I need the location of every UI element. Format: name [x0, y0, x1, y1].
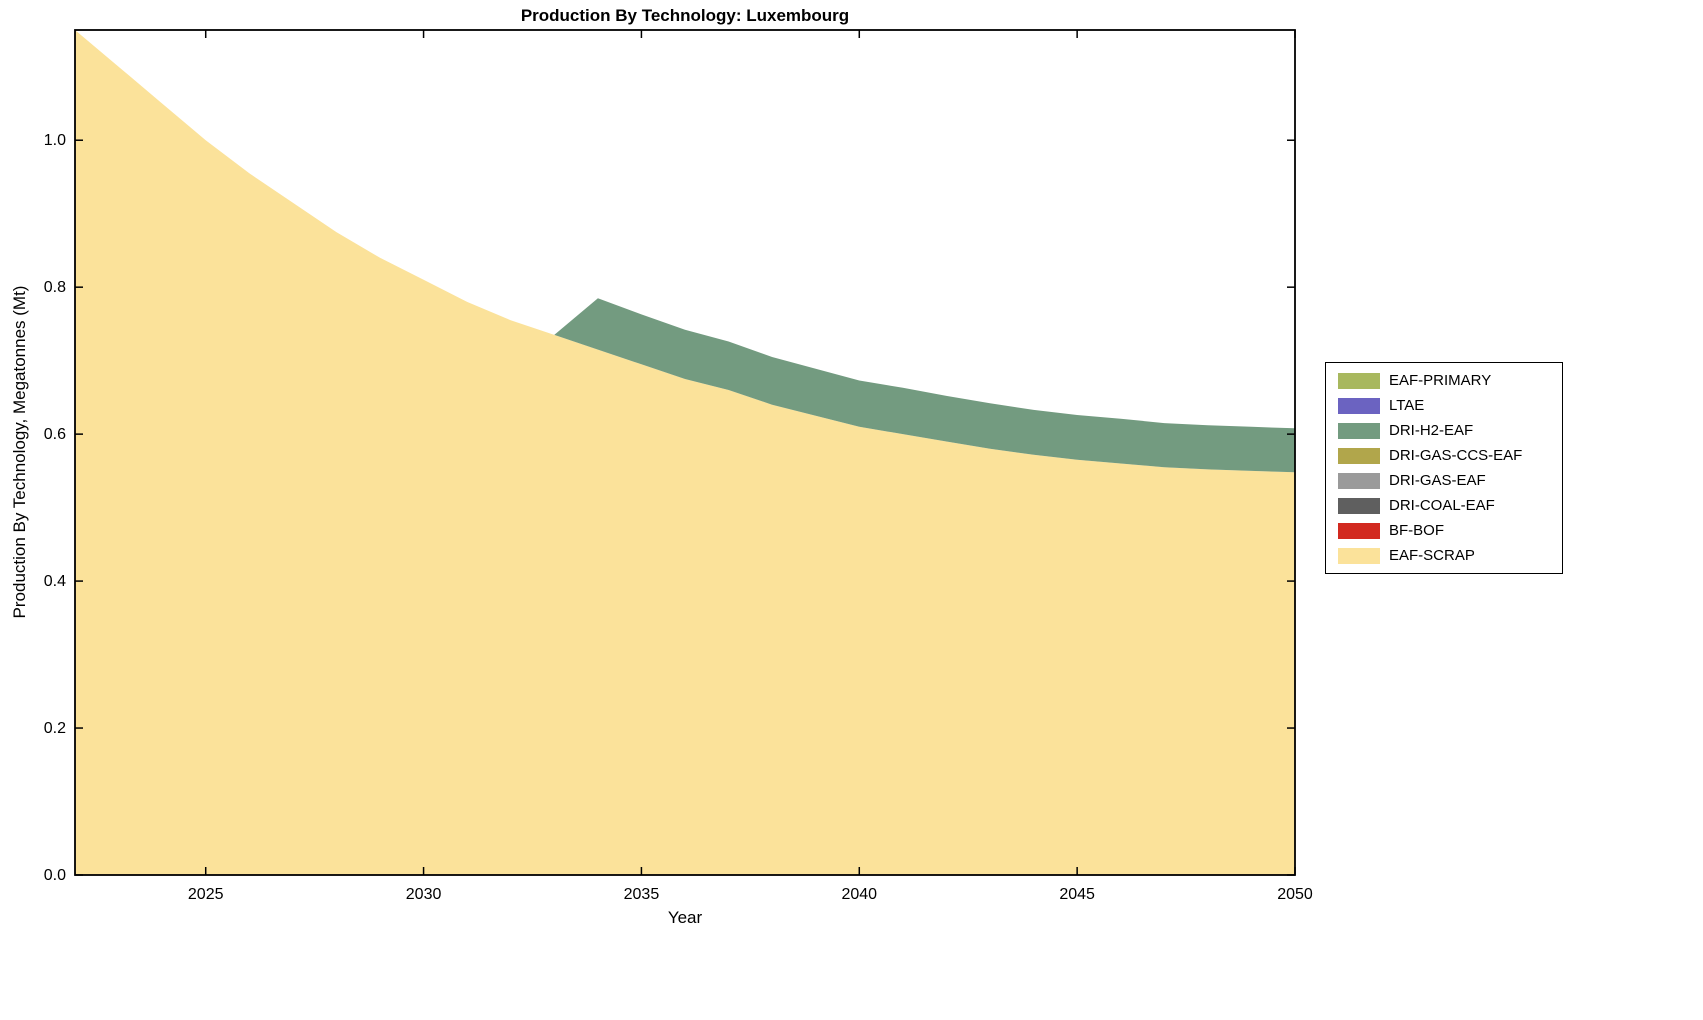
- area-eaf-scrap: [75, 30, 1295, 875]
- x-tick-label: 2040: [841, 886, 877, 903]
- legend-label: EAF-PRIMARY: [1389, 372, 1492, 389]
- y-tick-label: 0.6: [44, 426, 66, 443]
- legend-item-dri-gas-ccs-eaf: DRI-GAS-CCS-EAF: [1338, 447, 1550, 464]
- legend-label: LTAE: [1389, 397, 1425, 414]
- legend-swatch-eaf-primary: [1338, 372, 1380, 389]
- legend-swatch-bf-bof: [1338, 522, 1380, 539]
- legend-item-dri-gas-eaf: DRI-GAS-EAF: [1338, 472, 1550, 489]
- legend-swatch-dri-gas-eaf: [1338, 472, 1380, 489]
- legend: EAF-PRIMARY LTAE DRI-H2-EAF DRI-GAS-CCS-EAF…: [1325, 362, 1563, 574]
- legend-item-eaf-primary: EAF-PRIMARY: [1338, 372, 1550, 389]
- y-tick-label: 0.2: [44, 720, 66, 737]
- chart-title: Production By Technology: Luxembourg: [520, 6, 850, 25]
- legend-item-dri-coal-eaf: DRI-COAL-EAF: [1338, 497, 1550, 514]
- y-tick-label: 0.0: [44, 867, 66, 884]
- legend-label: DRI-GAS-CCS-EAF: [1389, 447, 1523, 464]
- x-tick-label: 2030: [406, 886, 442, 903]
- x-axis-label: Year: [667, 908, 703, 927]
- legend-item-eaf-scrap: EAF-SCRAP: [1338, 547, 1550, 564]
- legend-label: EAF-SCRAP: [1389, 547, 1475, 564]
- y-tick-label: 1.0: [44, 132, 66, 149]
- legend-label: DRI-H2-EAF: [1389, 422, 1474, 439]
- y-tick-label: 0.4: [44, 573, 66, 590]
- plot-border: [74, 29, 1296, 876]
- legend-swatch-dri-h2-eaf: [1338, 422, 1380, 439]
- x-tick-label: 2035: [624, 886, 660, 903]
- legend-item-bf-bof: BF-BOF: [1338, 522, 1550, 539]
- legend-label: DRI-GAS-EAF: [1389, 472, 1486, 489]
- y-axis-label: Production By Technology, Megatonnes (Mt…: [10, 285, 29, 619]
- legend-label: BF-BOF: [1389, 522, 1444, 539]
- legend-item-ltae: LTAE: [1338, 397, 1550, 414]
- legend-swatch-dri-coal-eaf: [1338, 497, 1380, 514]
- y-tick-label: 0.8: [44, 279, 66, 296]
- area-dri-h2-eaf: [75, 30, 1295, 473]
- x-tick-label: 2025: [188, 886, 224, 903]
- x-tick-label: 2050: [1277, 886, 1313, 903]
- x-tick-label: 2045: [1059, 886, 1095, 903]
- legend-label: DRI-COAL-EAF: [1389, 497, 1495, 514]
- legend-item-dri-h2-eaf: DRI-H2-EAF: [1338, 422, 1550, 439]
- legend-swatch-dri-gas-ccs-eaf: [1338, 447, 1380, 464]
- legend-swatch-eaf-scrap: [1338, 547, 1380, 564]
- legend-swatch-ltae: [1338, 397, 1380, 414]
